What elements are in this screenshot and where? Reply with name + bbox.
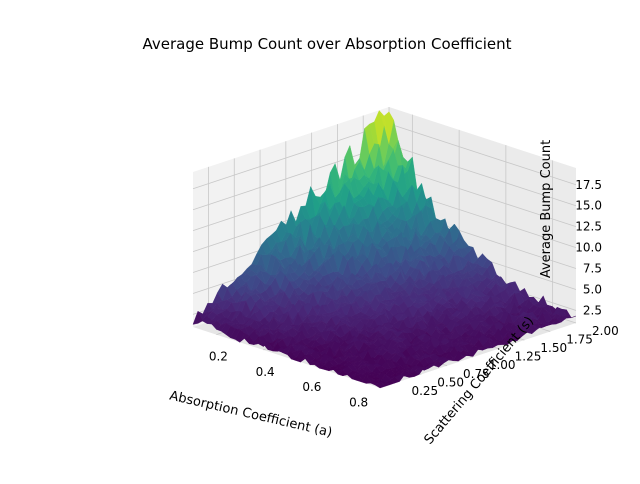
grid-line-z <box>192 123 390 190</box>
grid-line-z <box>192 144 390 211</box>
grid-line-z <box>388 144 577 207</box>
x-axis-label: Absorption Coefficient (a) <box>168 389 334 441</box>
y-tick-label: 1.50 <box>540 341 567 355</box>
y-tick-label: 1.75 <box>566 333 593 347</box>
z-tick-label: 15.0 <box>575 199 602 213</box>
z-tick-label: 17.5 <box>575 178 602 192</box>
y-tick-label: 0.25 <box>411 384 438 398</box>
z-tick-label: 2.5 <box>583 303 602 317</box>
x-tick-label: 0.8 <box>349 395 368 409</box>
grid-line-z <box>388 165 577 228</box>
y-tick-label: 0.75 <box>463 367 490 381</box>
x-tick-label: 0.4 <box>256 365 275 379</box>
x-tick-label: 0.2 <box>209 350 228 364</box>
z-tick-label: 5.0 <box>583 282 602 296</box>
z-tick-label: 12.5 <box>575 220 602 234</box>
x-tick-label: 0.6 <box>302 380 321 394</box>
surface-mesh <box>192 109 577 389</box>
tick-labels: 0.2 0.4 0.6 0.8 0.250.500.751.001.251.501.75… <box>209 178 619 410</box>
y-tick-label: 1.25 <box>515 350 542 364</box>
grid-line-z <box>388 123 577 186</box>
y-tick-label: 1.00 <box>489 358 516 372</box>
z-axis-label: Average Bump Count <box>539 140 554 278</box>
y-tick-label: 2.00 <box>592 324 619 338</box>
y-tick-label: 0.50 <box>437 375 464 389</box>
surface-facet <box>192 310 203 325</box>
z-tick-label: 7.5 <box>583 262 602 276</box>
chart-title: Average Bump Count over Absorption Coeff… <box>143 35 512 53</box>
z-tick-label: 10.0 <box>575 241 602 255</box>
